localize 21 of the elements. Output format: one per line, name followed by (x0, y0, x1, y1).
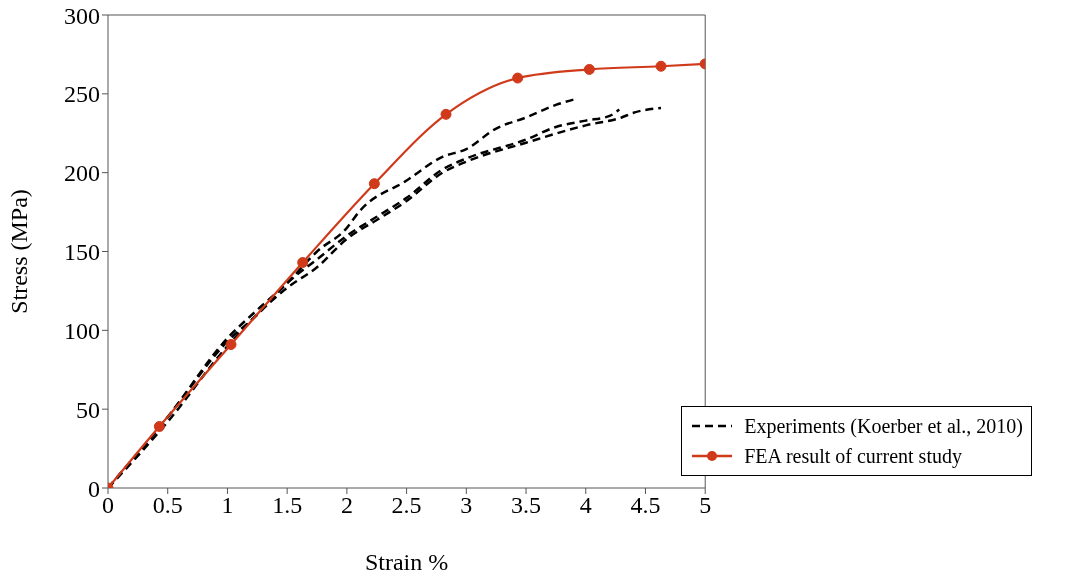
y-tick-label: 300 (64, 2, 100, 29)
y-tick-label: 50 (76, 396, 100, 423)
x-tick-label: 4.5 (630, 492, 661, 519)
legend-label: FEA result of current study (744, 444, 962, 470)
y-tick-label: 150 (64, 239, 100, 266)
x-tick-label: 1.5 (272, 492, 303, 519)
x-tick-label: 2 (340, 492, 353, 519)
y-tick-label: 0 (88, 475, 100, 502)
x-axis-title: Strain % (364, 549, 449, 575)
x-tick-label: 3.5 (511, 492, 542, 519)
x-tick-label: 4 (579, 492, 592, 519)
x-tick-label: 3 (460, 492, 473, 519)
y-axis-title: Stress (MPa) (5, 189, 32, 314)
x-tick-label: 0.5 (152, 492, 183, 519)
x-tick-label: 5 (699, 492, 712, 519)
x-tick-label: 2.5 (391, 492, 422, 519)
y-tick-label: 250 (64, 81, 100, 108)
y-tick-label: 200 (64, 160, 100, 187)
legend-label: Experiments (Koerber et al., 2010) (744, 414, 1023, 440)
y-tick-label: 100 (64, 317, 100, 344)
x-tick-label: 1 (221, 492, 234, 519)
